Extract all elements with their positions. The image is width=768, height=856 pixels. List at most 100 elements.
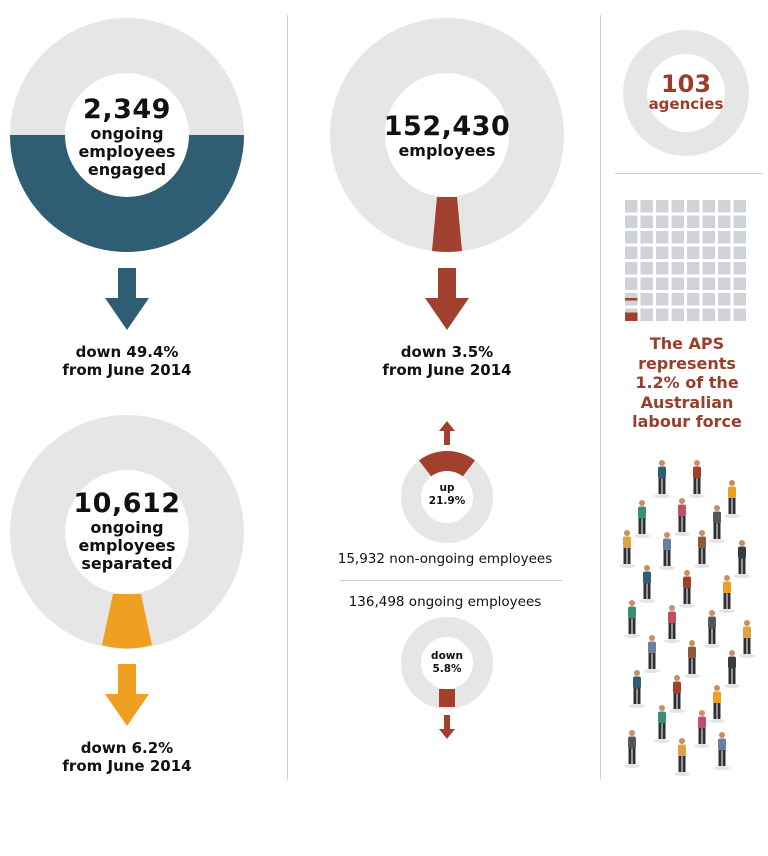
separated-down-arrow-icon bbox=[105, 664, 149, 726]
grid-cell bbox=[718, 293, 731, 306]
total-value: 152,430 bbox=[383, 111, 511, 142]
non-ongoing-change-line1: up bbox=[439, 482, 455, 494]
grid-cell bbox=[733, 293, 746, 306]
grid-cell bbox=[656, 262, 669, 275]
grid-cell bbox=[656, 215, 669, 228]
grid-cell bbox=[671, 215, 684, 228]
total-center-label: 152,430 employees bbox=[377, 111, 517, 160]
grid-cell bbox=[718, 231, 731, 244]
total-down-arrow-icon bbox=[425, 268, 469, 330]
person-icon bbox=[674, 738, 690, 776]
total-change: down 3.5% from June 2014 bbox=[347, 343, 547, 379]
ongoing-down-arrow-icon bbox=[439, 715, 455, 739]
grid-cell bbox=[656, 200, 669, 213]
person-icon bbox=[669, 675, 685, 713]
ongoing-change-line1: down bbox=[431, 650, 463, 662]
labour-force-line1: The APS bbox=[649, 334, 725, 353]
separated-change-line1: down 6.2% bbox=[80, 739, 174, 757]
person-icon bbox=[694, 710, 710, 748]
person-icon bbox=[624, 600, 640, 638]
separated-change: down 6.2% from June 2014 bbox=[27, 739, 227, 775]
grid-cell bbox=[625, 246, 638, 259]
agencies-text: agencies bbox=[648, 95, 724, 114]
person-icon bbox=[639, 565, 655, 603]
grid-cell bbox=[733, 231, 746, 244]
person-icon bbox=[644, 635, 660, 673]
crowd-illustration bbox=[619, 460, 755, 776]
non-ongoing-change: up 21.9% bbox=[417, 482, 477, 507]
separated-donut-fill bbox=[102, 594, 152, 649]
grid-cell bbox=[733, 200, 746, 213]
grid-cell bbox=[733, 262, 746, 275]
grid-cell bbox=[671, 200, 684, 213]
person-icon bbox=[724, 650, 740, 688]
engaged-line1: ongoing bbox=[90, 124, 164, 144]
separated-center-label: 10,612 ongoing employees separated bbox=[60, 488, 194, 574]
person-icon bbox=[689, 460, 705, 498]
engaged-change-line2: from June 2014 bbox=[62, 361, 192, 379]
person-icon bbox=[724, 480, 740, 518]
total-change-line1: down 3.5% bbox=[400, 343, 494, 361]
grid-cell bbox=[671, 262, 684, 275]
person-icon bbox=[679, 570, 695, 608]
grid-cell bbox=[640, 200, 653, 213]
ongoing-change-line2: 5.8% bbox=[432, 662, 462, 675]
person-icon bbox=[734, 540, 750, 578]
grid-cell bbox=[687, 293, 700, 306]
person-icon bbox=[719, 575, 735, 613]
engaged-change-line1: down 49.4% bbox=[75, 343, 179, 361]
grid-cell bbox=[718, 262, 731, 275]
grid-cell bbox=[625, 215, 638, 228]
grid-cell bbox=[671, 308, 684, 321]
non-ongoing-change-line2: 21.9% bbox=[428, 494, 466, 507]
grid-cell bbox=[702, 262, 715, 275]
grid-cell bbox=[640, 308, 653, 321]
non-ongoing-label: 15,932 non-ongoing employees bbox=[337, 551, 553, 567]
grid-cell bbox=[702, 277, 715, 290]
grid-cell bbox=[640, 231, 653, 244]
grid-cell bbox=[718, 215, 731, 228]
grid-cell bbox=[687, 308, 700, 321]
grid-cell bbox=[625, 277, 638, 290]
labour-force-text: The APS represents 1.2% of the Australia… bbox=[612, 334, 762, 432]
total-donut bbox=[330, 18, 564, 252]
person-icon bbox=[709, 505, 725, 543]
grid-cell bbox=[640, 293, 653, 306]
column-divider-right bbox=[600, 15, 601, 780]
column-divider-left bbox=[287, 15, 288, 780]
person-icon bbox=[664, 605, 680, 643]
grid-cell bbox=[733, 215, 746, 228]
grid-cell bbox=[656, 277, 669, 290]
ongoing-donut-fill bbox=[439, 689, 455, 707]
engaged-line3: engaged bbox=[87, 160, 167, 180]
grid-cell bbox=[733, 308, 746, 321]
engaged-line2: employees bbox=[78, 142, 176, 162]
grid-cell bbox=[640, 262, 653, 275]
separated-value: 10,612 bbox=[73, 488, 181, 519]
grid-cell bbox=[702, 231, 715, 244]
grid-cell bbox=[718, 246, 731, 259]
separated-line3: separated bbox=[81, 554, 173, 574]
non-ongoing-up-arrow-icon bbox=[439, 421, 455, 445]
person-icon bbox=[714, 732, 730, 770]
person-icon bbox=[624, 730, 640, 768]
grid-cell bbox=[687, 231, 700, 244]
separated-donut bbox=[10, 415, 244, 649]
person-icon bbox=[704, 610, 720, 648]
grid-cell bbox=[687, 262, 700, 275]
engaged-center-label: 2,349 ongoing employees engaged bbox=[67, 94, 187, 180]
grid-cell bbox=[702, 215, 715, 228]
engaged-donut bbox=[10, 18, 244, 252]
person-icon bbox=[694, 530, 710, 568]
grid-cell-highlight bbox=[625, 312, 638, 321]
grid-cell bbox=[702, 246, 715, 259]
grid-cell bbox=[625, 262, 638, 275]
agencies-value: 103 bbox=[660, 70, 712, 98]
person-icon bbox=[684, 640, 700, 678]
grid-cell bbox=[733, 277, 746, 290]
grid-cell bbox=[733, 246, 746, 259]
grid-cell bbox=[671, 277, 684, 290]
grid-cell bbox=[718, 200, 731, 213]
person-icon bbox=[634, 500, 650, 538]
agencies-circle bbox=[623, 30, 749, 156]
